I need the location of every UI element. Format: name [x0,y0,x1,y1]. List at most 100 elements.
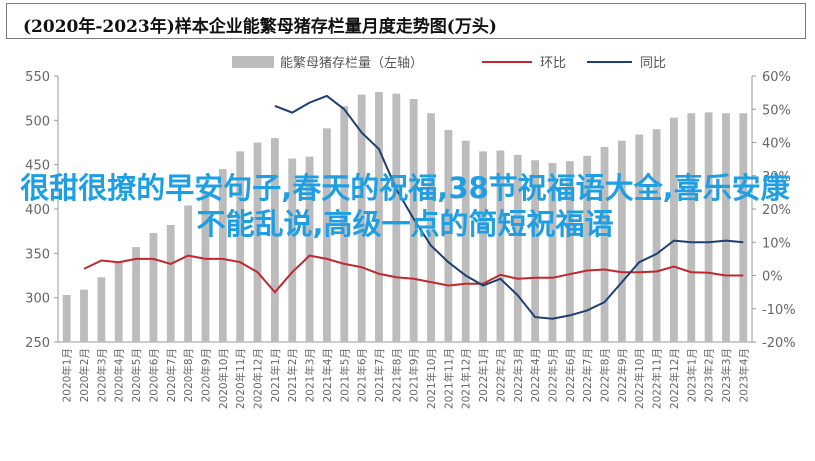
bar [218,169,227,342]
bar [461,140,470,342]
y-right-tick-label: -10% [762,303,796,318]
x-tick-label: 2022年10月 [633,348,646,409]
bar [444,130,453,342]
bar [513,154,522,342]
y-left-tick-label: 550 [25,70,50,85]
y-left-tick-label: 300 [25,292,50,307]
bar [253,142,262,342]
x-tick-label: 2021年2月 [286,348,299,402]
x-tick-label: 2020年9月 [199,348,212,402]
x-tick-label: 2020年1月 [61,348,74,402]
x-tick-label: 2020年11月 [234,348,247,409]
bar [357,94,366,343]
bar [340,106,349,342]
x-tick-label: 2022年2月 [494,348,507,402]
x-tick-label: 2023年1月 [685,348,698,402]
bar [62,295,71,342]
chart-title: (2020年-2023年)样本企业能繁母猪存栏量月度走势图(万头) [23,17,497,37]
legend-label-yoy: 同比 [640,56,666,71]
y-left-tick-label: 450 [25,159,50,174]
x-tick-label: 2023年2月 [703,348,716,402]
y-right-tick-label: 0% [762,270,783,285]
y-left-tick-label: 350 [25,247,50,262]
bar [617,140,626,342]
overlay-text: 很甜很撩的早安句子,春天的祝福,38节祝福语大全,喜乐安康不能乱说,高级一点的简… [20,171,790,241]
x-tick-label: 2021年3月 [304,348,317,402]
x-tick-label: 2021年8月 [390,348,403,402]
y-right-tick-label: 20% [762,203,791,218]
x-tick-label: 2022年3月 [512,348,525,402]
x-tick-label: 2021年9月 [408,348,421,402]
x-tick-label: 2021年4月 [321,348,334,402]
legend-label-bar: 能繁母猪存栏量（左轴） [280,55,423,71]
x-tick-label: 2021年11月 [442,348,455,409]
x-tick-label: 2022年6月 [564,348,577,402]
x-tick-label: 2020年6月 [147,348,160,402]
x-tick-label: 2020年2月 [78,348,91,402]
x-tick-label: 2021年6月 [356,348,369,402]
bar [114,262,123,342]
bar [479,151,487,342]
bar [496,150,505,342]
bar [201,191,210,342]
bar [132,247,140,342]
bar [427,113,435,343]
bar [392,93,401,342]
x-tick-label: 2021年5月 [338,348,351,402]
x-tick-label: 2020年7月 [165,348,178,402]
bar [704,112,713,342]
bar [670,117,678,342]
x-tick-label: 2021年10月 [425,348,438,409]
bar [548,162,557,342]
x-tick-label: 2022年9月 [616,348,629,402]
y-right-tick-label: 10% [762,236,791,251]
x-tick-label: 2023年4月 [737,348,750,402]
x-tick-label: 2021年1月 [269,348,282,402]
bar [305,156,314,342]
y-right-tick-label: 60% [762,70,791,85]
x-tick-label: 2022年4月 [529,348,542,402]
bar [739,113,748,343]
x-tick-label: 2020年12月 [252,348,265,409]
y-right-tick-label: 50% [762,103,791,118]
bar [375,91,383,343]
bar [80,289,88,342]
series-line-ring [83,254,744,294]
bar [184,205,193,342]
bar [531,160,540,342]
x-tick-label: 2022年11月 [651,348,664,409]
bar [722,113,730,343]
bar [600,146,609,342]
x-tick-label: 2021年12月 [460,348,473,409]
legend-swatch-bar [232,56,274,68]
bar [270,138,279,342]
bar [635,134,644,342]
x-tick-label: 2020年3月 [95,348,108,402]
x-tick-label: 2021年7月 [373,348,386,402]
y-left-tick-label: 400 [25,203,50,218]
y-left-tick-label: 250 [25,336,50,351]
bar [583,155,592,342]
x-tick-label: 2020年8月 [182,348,195,402]
x-tick-label: 2023年3月 [720,348,733,402]
x-tick-label: 2022年7月 [581,348,594,402]
x-tick-label: 2020年4月 [113,348,126,402]
bar [288,158,297,342]
bar [323,128,331,342]
bar [652,129,661,342]
bar [149,232,158,342]
bar [166,224,175,342]
x-tick-label: 2020年5月 [130,348,143,402]
x-tick-label: 2020年10月 [217,348,230,409]
title-box: (2020年-2023年)样本企业能繁母猪存栏量月度走势图(万头) [6,3,806,39]
y-right-tick-label: -20% [762,336,796,351]
series-line-yoy [274,94,744,320]
x-tick-label: 2022年8月 [599,348,612,402]
bar [236,151,245,342]
y-right-tick-label: 30% [762,170,791,185]
y-right-tick-label: 40% [762,137,791,152]
bar [97,277,106,342]
bar [687,113,696,343]
x-tick-label: 2022年1月 [477,348,490,402]
